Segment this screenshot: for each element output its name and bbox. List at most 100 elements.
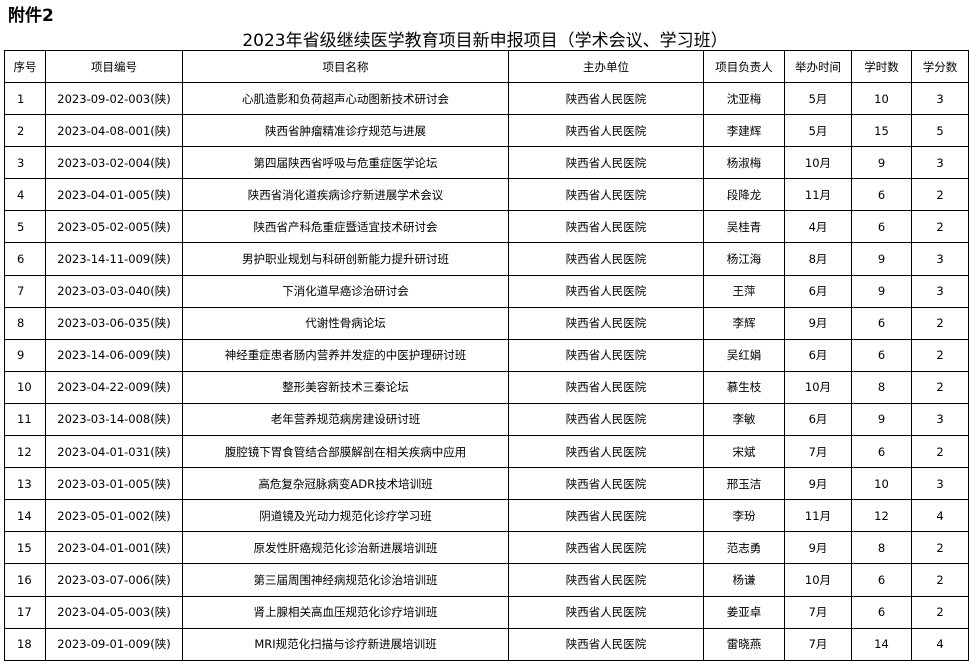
cell-credits: 3 <box>911 402 969 437</box>
cell-credits: 4 <box>911 627 969 661</box>
cell-hours: 6 <box>851 338 912 372</box>
cell-hours: 12 <box>851 499 912 533</box>
cell-host-unit: 陕西省人民医院 <box>508 435 704 469</box>
cell-hold-time: 8月 <box>784 242 852 276</box>
cell-hold-time: 10月 <box>784 563 852 597</box>
cell-credits: 2 <box>911 306 969 340</box>
cell-index: 2 <box>4 114 46 148</box>
cell-project-name: 男护职业规划与科研创新能力提升研讨班 <box>182 242 509 276</box>
cell-project-leader: 邢玉洁 <box>703 467 785 501</box>
cell-project-leader: 李辉 <box>703 306 785 340</box>
cell-hours: 9 <box>851 146 912 180</box>
cell-credits: 3 <box>911 467 969 501</box>
cell-credits: 2 <box>911 178 969 212</box>
cell-hold-time: 11月 <box>784 499 852 533</box>
cell-project-name: 陕西省肿瘤精准诊疗规范与进展 <box>182 114 509 148</box>
cell-host-unit: 陕西省人民医院 <box>508 595 704 629</box>
cell-index: 16 <box>4 563 46 597</box>
cell-hold-time: 10月 <box>784 370 852 404</box>
cell-host-unit: 陕西省人民医院 <box>508 114 704 148</box>
cell-project-name: MRI规范化扫描与诊疗新进展培训班 <box>182 627 509 661</box>
cell-project-code: 2023-03-03-040(陕) <box>45 274 183 308</box>
cell-project-code: 2023-03-01-005(陕) <box>45 467 183 501</box>
cell-credits: 2 <box>911 210 969 244</box>
cell-project-name: 第三届周围神经病规范化诊治培训班 <box>182 563 509 597</box>
cell-project-code: 2023-04-08-001(陕) <box>45 114 183 148</box>
cell-project-code: 2023-03-06-035(陕) <box>45 306 183 340</box>
cell-project-leader: 宋斌 <box>703 435 785 469</box>
cell-project-leader: 段降龙 <box>703 178 785 212</box>
cell-hours: 10 <box>851 467 912 501</box>
cell-index: 14 <box>4 499 46 533</box>
cell-project-name: 下消化道早癌诊治研讨会 <box>182 274 509 308</box>
cell-project-name: 第四届陕西省呼吸与危重症医学论坛 <box>182 146 509 180</box>
column-header-project-name: 项目名称 <box>182 50 509 83</box>
cell-index: 6 <box>4 242 46 276</box>
cell-project-name: 阴道镜及光动力规范化诊疗学习班 <box>182 499 509 533</box>
cell-project-leader: 杨谦 <box>703 563 785 597</box>
cell-hours: 14 <box>851 627 912 661</box>
column-header-host-unit: 主办单位 <box>508 50 704 83</box>
cell-credits: 3 <box>911 146 969 180</box>
cell-project-name: 高危复杂冠脉病变ADR技术培训班 <box>182 467 509 501</box>
cell-project-name: 整形美容新技术三秦论坛 <box>182 370 509 404</box>
cell-project-leader: 杨江海 <box>703 242 785 276</box>
column-header-project-leader: 项目负责人 <box>703 50 785 83</box>
cell-project-leader: 李玢 <box>703 499 785 533</box>
cell-credits: 2 <box>911 370 969 404</box>
table-row: 18 2023-09-01-009(陕) MRI规范化扫描与诊疗新进展培训班 陕西省人… <box>4 627 969 661</box>
table-row: 12 2023-04-01-031(陕) 腹腔镜下胃食管结合部膜解剖在相关疾病中应用… <box>4 435 969 469</box>
cell-hold-time: 5月 <box>784 81 852 116</box>
cell-project-code: 2023-03-14-008(陕) <box>45 402 183 437</box>
cell-project-leader: 吴红娟 <box>703 338 785 372</box>
cell-project-name: 神经重症患者肠内营养并发症的中医护理研讨班 <box>182 338 509 372</box>
attachment-label: 附件2 <box>8 6 54 26</box>
cell-index: 12 <box>4 435 46 469</box>
cell-credits: 2 <box>911 563 969 597</box>
cell-hold-time: 9月 <box>784 306 852 340</box>
cell-hold-time: 7月 <box>784 627 852 661</box>
cell-host-unit: 陕西省人民医院 <box>508 467 704 501</box>
cell-hold-time: 6月 <box>784 274 852 308</box>
cell-host-unit: 陕西省人民医院 <box>508 81 704 116</box>
cell-host-unit: 陕西省人民医院 <box>508 146 704 180</box>
column-header-hold-time: 举办时间 <box>784 50 852 83</box>
cell-host-unit: 陕西省人民医院 <box>508 274 704 308</box>
cell-host-unit: 陕西省人民医院 <box>508 338 704 372</box>
cell-project-code: 2023-05-02-005(陕) <box>45 210 183 244</box>
cell-hold-time: 11月 <box>784 178 852 212</box>
table-row: 6 2023-14-11-009(陕) 男护职业规划与科研创新能力提升研讨班 陕西省人… <box>4 242 969 276</box>
cell-hours: 9 <box>851 242 912 276</box>
cell-hold-time: 5月 <box>784 114 852 148</box>
table-row: 7 2023-03-03-040(陕) 下消化道早癌诊治研讨会 陕西省人民医院 王萍 6月… <box>4 274 969 308</box>
cell-credits: 3 <box>911 81 969 116</box>
cell-index: 15 <box>4 531 46 565</box>
table-row: 17 2023-04-05-003(陕) 肾上腺相关高血压规范化诊疗培训班 陕西省人民… <box>4 595 969 629</box>
cell-project-leader: 姜亚卓 <box>703 595 785 629</box>
cell-hours: 9 <box>851 274 912 308</box>
table-row: 13 2023-03-01-005(陕) 高危复杂冠脉病变ADR技术培训班 陕西省人民… <box>4 467 969 501</box>
cell-index: 11 <box>4 402 46 437</box>
cell-hours: 8 <box>851 531 912 565</box>
cell-project-name: 老年营养规范病房建设研讨班 <box>182 402 509 437</box>
cell-index: 7 <box>4 274 46 308</box>
cell-host-unit: 陕西省人民医院 <box>508 499 704 533</box>
cell-hold-time: 9月 <box>784 531 852 565</box>
cell-hours: 8 <box>851 370 912 404</box>
table-row: 2 2023-04-08-001(陕) 陕西省肿瘤精准诊疗规范与进展 陕西省人民医院李… <box>4 114 969 148</box>
cell-project-code: 2023-04-22-009(陕) <box>45 370 183 404</box>
cell-index: 10 <box>4 370 46 404</box>
table-row: 9 2023-14-06-009(陕) 神经重症患者肠内营养并发症的中医护理研讨班陕… <box>4 338 969 372</box>
column-header-credits: 学分数 <box>911 50 969 83</box>
cell-hold-time: 4月 <box>784 210 852 244</box>
cell-hold-time: 10月 <box>784 146 852 180</box>
cell-project-name: 代谢性骨病论坛 <box>182 306 509 340</box>
cell-hold-time: 9月 <box>784 467 852 501</box>
cell-host-unit: 陕西省人民医院 <box>508 306 704 340</box>
cell-credits: 5 <box>911 114 969 148</box>
cell-index: 17 <box>4 595 46 629</box>
cell-hours: 6 <box>851 210 912 244</box>
cell-index: 1 <box>4 81 46 116</box>
cell-project-leader: 王萍 <box>703 274 785 308</box>
cell-hours: 6 <box>851 435 912 469</box>
